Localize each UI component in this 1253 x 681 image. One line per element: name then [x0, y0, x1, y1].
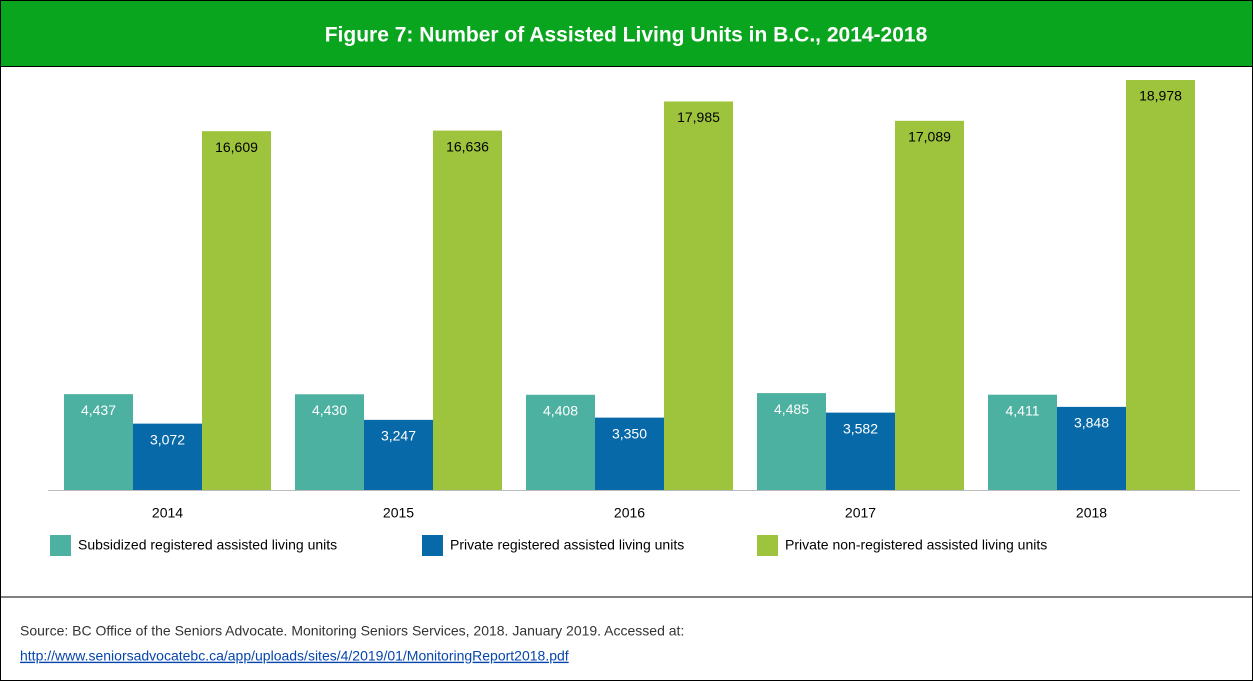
data-label: 4,437: [81, 402, 116, 418]
data-label: 3,247: [381, 428, 416, 444]
data-label: 17,985: [677, 109, 720, 125]
legend-label: Private registered assisted living units: [450, 537, 684, 553]
x-tick-label: 2016: [614, 505, 645, 521]
data-label: 3,350: [612, 425, 647, 441]
data-label: 3,848: [1074, 415, 1109, 431]
data-label: 16,636: [446, 138, 489, 154]
bar: [364, 419, 433, 490]
data-label: 3,072: [150, 431, 185, 447]
bar: [133, 423, 202, 490]
bar: [595, 417, 664, 490]
bar: [757, 393, 826, 490]
x-tick-label: 2015: [383, 505, 414, 521]
data-label: 18,978: [1139, 88, 1182, 104]
legend-swatch: [50, 535, 71, 556]
bar: [64, 394, 133, 490]
data-label: 17,089: [908, 129, 951, 145]
bar: [1126, 80, 1195, 490]
source-text: Source: BC Office of the Seniors Advocat…: [20, 623, 684, 639]
data-label: 4,430: [312, 402, 347, 418]
data-label: 4,408: [543, 402, 578, 418]
chart-title: Figure 7: Number of Assisted Living Unit…: [325, 24, 928, 47]
data-label: 16,609: [215, 139, 258, 155]
source-link[interactable]: http://www.seniorsadvocatebc.ca/app/uplo…: [20, 648, 569, 664]
data-label: 4,485: [774, 401, 809, 417]
bar: [988, 394, 1057, 490]
bar: [433, 130, 502, 490]
data-label: 3,582: [843, 420, 878, 436]
bar: [202, 131, 271, 490]
title-bar: [0, 0, 1253, 67]
legend-label: Private non-registered assisted living u…: [785, 537, 1047, 553]
legend-swatch: [422, 535, 443, 556]
x-tick-label: 2014: [152, 505, 183, 521]
x-tick-label: 2018: [1076, 505, 1107, 521]
bar: [295, 394, 364, 490]
legend-label: Subsidized registered assisted living un…: [78, 537, 337, 553]
bar: [1057, 406, 1126, 490]
bar: [664, 101, 733, 491]
bar: [826, 412, 895, 490]
data-label: 4,411: [1006, 402, 1040, 418]
legend-swatch: [757, 535, 778, 556]
bar: [526, 394, 595, 490]
bar: [895, 120, 964, 491]
x-tick-label: 2017: [845, 505, 876, 521]
